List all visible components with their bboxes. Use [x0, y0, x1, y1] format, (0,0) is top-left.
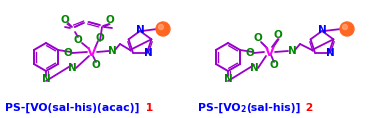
Circle shape — [158, 25, 164, 30]
Text: N: N — [136, 25, 144, 35]
Text: O: O — [105, 15, 115, 25]
Text: N: N — [288, 46, 296, 56]
Text: (sal-his)]: (sal-his)] — [246, 103, 301, 113]
Circle shape — [156, 22, 170, 36]
Text: O: O — [246, 48, 254, 58]
Text: N: N — [144, 48, 152, 58]
Circle shape — [340, 22, 354, 36]
Text: N: N — [224, 74, 232, 84]
Circle shape — [342, 25, 347, 30]
Text: N: N — [68, 63, 76, 73]
Text: O: O — [254, 33, 262, 43]
Text: O: O — [96, 33, 104, 43]
Text: N: N — [42, 74, 50, 84]
Text: V: V — [265, 46, 275, 59]
Text: 2: 2 — [302, 103, 313, 113]
Text: O: O — [91, 60, 101, 70]
Text: O: O — [274, 30, 282, 40]
Text: O: O — [270, 60, 278, 70]
Text: 2: 2 — [240, 105, 245, 114]
Text: PS-[VO: PS-[VO — [198, 103, 240, 113]
Text: N: N — [318, 25, 326, 35]
Text: V: V — [87, 46, 97, 59]
Text: N: N — [108, 46, 116, 56]
Text: N: N — [249, 63, 259, 73]
Text: O: O — [74, 35, 82, 45]
Text: O: O — [60, 15, 70, 25]
Text: PS-[VO(sal-his)(acac)]: PS-[VO(sal-his)(acac)] — [5, 103, 139, 113]
Text: N: N — [326, 48, 335, 58]
Text: 1: 1 — [142, 103, 153, 113]
Text: O: O — [64, 48, 72, 58]
